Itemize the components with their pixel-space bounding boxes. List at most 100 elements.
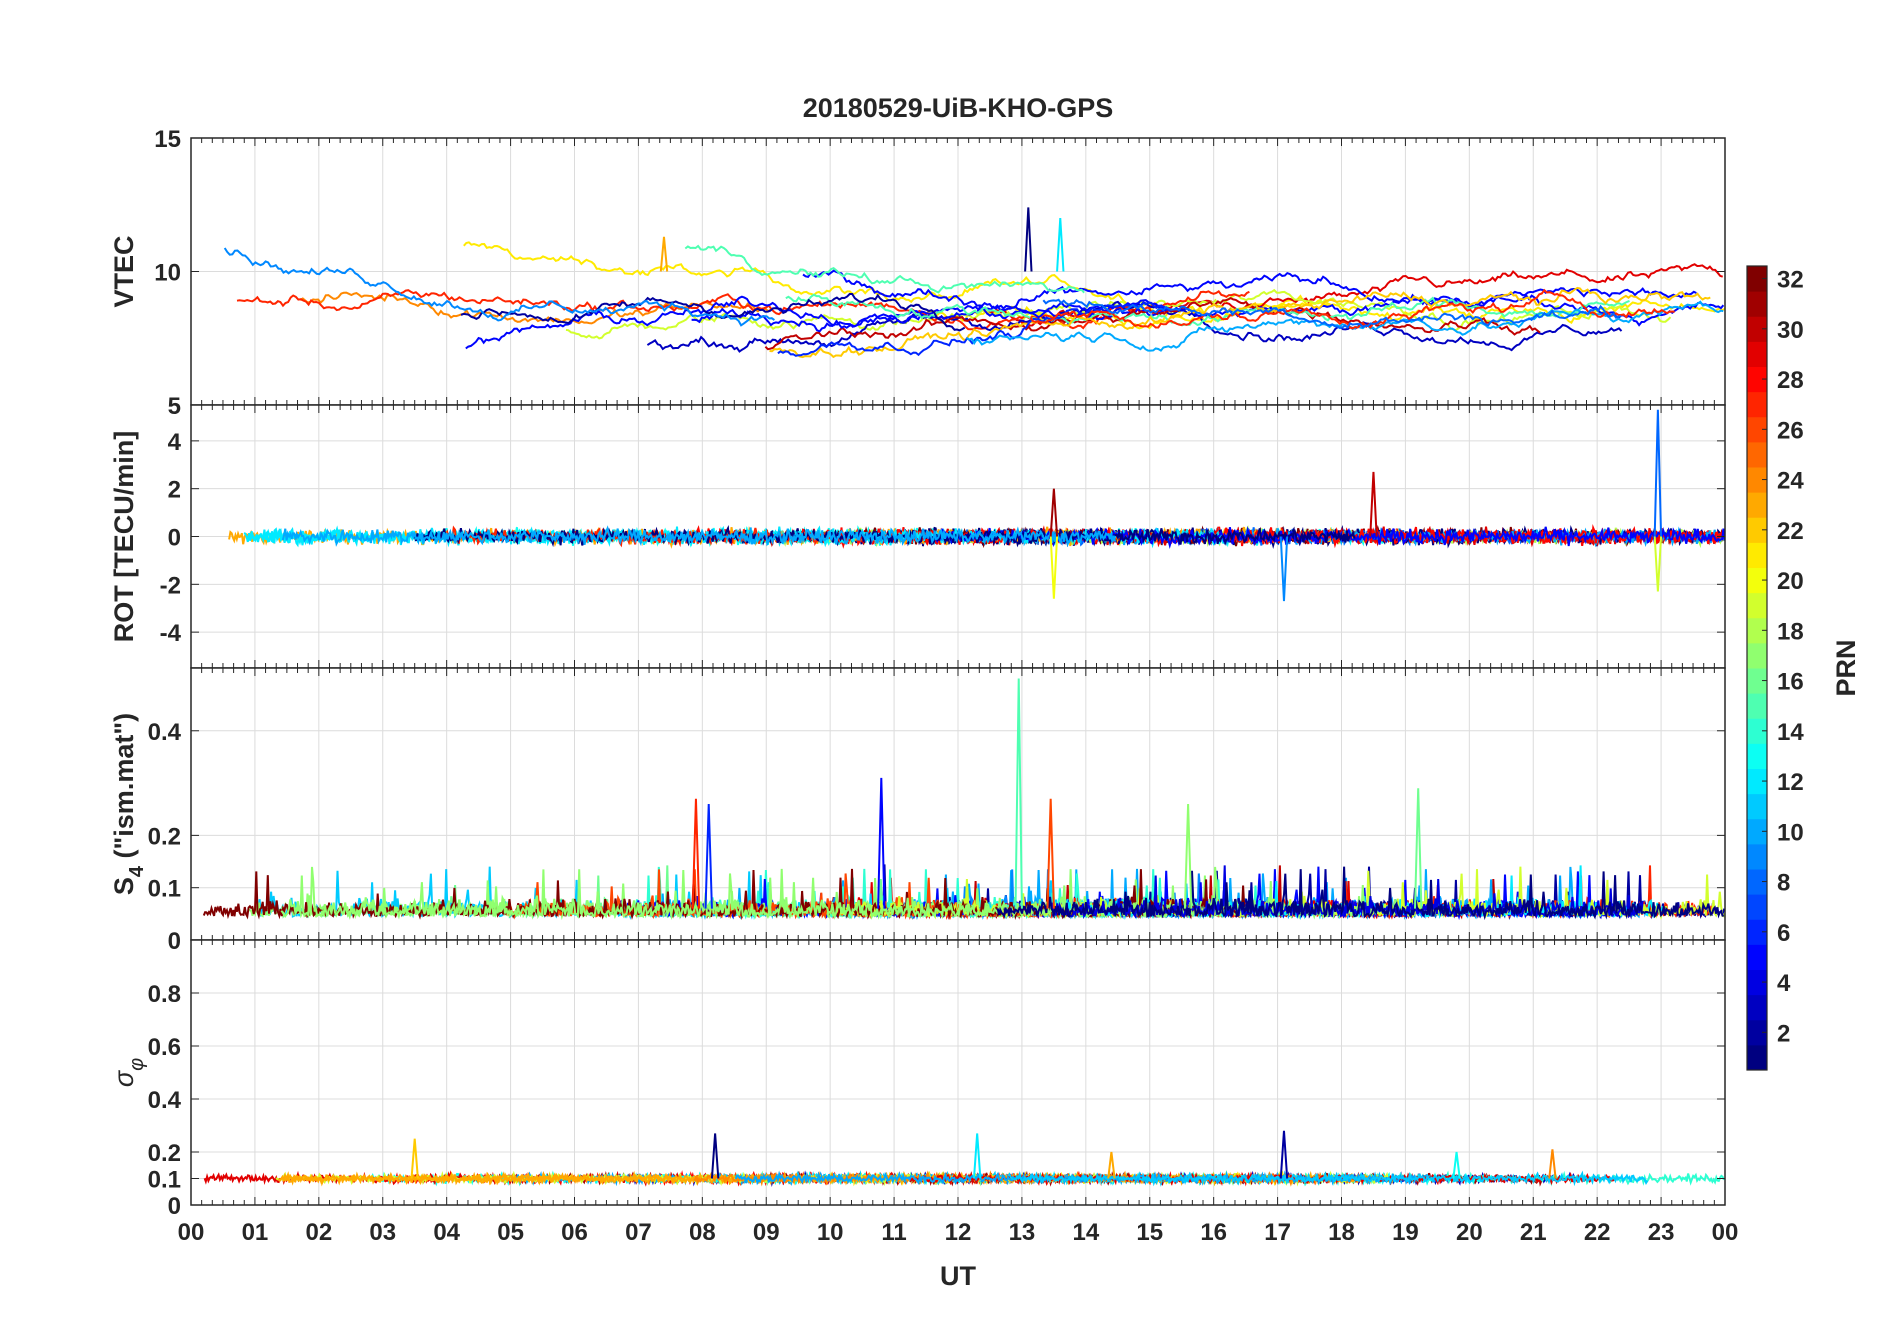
x-tick-label: 09	[753, 1219, 780, 1246]
colorbar-segment	[1747, 266, 1767, 292]
colorbar-segment	[1747, 994, 1767, 1021]
x-tick-label: 20	[1456, 1219, 1483, 1246]
colorbar-segment	[1747, 517, 1767, 543]
spike-mark	[659, 236, 669, 272]
colorbar-segment	[1747, 718, 1767, 744]
x-tick-label: 05	[497, 1219, 524, 1246]
colorbar-segment	[1747, 341, 1767, 367]
spike-mark	[704, 803, 713, 909]
x-tick-label: 16	[1200, 1219, 1227, 1246]
spike-mark	[1046, 798, 1055, 909]
colorbar-tick-label: 18	[1777, 618, 1804, 645]
x-tick-label: 19	[1392, 1219, 1419, 1246]
spike-mark	[1369, 471, 1378, 537]
y-tick-label: 0.1	[148, 1167, 181, 1194]
colorbar-segment	[1747, 894, 1767, 920]
y-axis-label: S4 ("ism.mat")	[109, 713, 148, 895]
x-tick-label: 18	[1328, 1219, 1355, 1246]
spike-mark	[710, 1133, 720, 1179]
colorbar-segment	[1747, 467, 1767, 493]
trace-prn-6	[777, 301, 1173, 357]
trace-prn-2	[460, 293, 966, 332]
spike-mark	[877, 777, 886, 909]
spike-mark	[1049, 536, 1059, 599]
colorbar-tick-label: 6	[1777, 920, 1790, 947]
colorbar-segment	[1747, 567, 1767, 594]
x-tick-label: 01	[242, 1219, 269, 1246]
colorbar-segment	[1747, 316, 1767, 342]
trace-prn-22	[769, 286, 1711, 359]
y-tick-label: 0	[168, 1193, 181, 1220]
data-traces	[228, 524, 1725, 550]
x-tick-labels: 00 01 02 03 04 05 06 07 08 09 10 11 12 13 14 15 16 17 18 19…	[178, 1219, 1739, 1246]
spike-mark	[410, 1138, 419, 1179]
spike-mark	[1548, 1149, 1557, 1179]
x-minor-ticks	[190, 940, 1726, 1205]
x-tick-label: 13	[1009, 1219, 1036, 1246]
x-tick-label: 17	[1264, 1219, 1291, 1246]
y-tick-label: 0	[168, 525, 181, 552]
colorbar-tick-label: 30	[1777, 317, 1804, 344]
colorbar-segment	[1747, 693, 1767, 719]
colorbar-segment	[1747, 743, 1767, 769]
spike-mark	[1653, 409, 1663, 537]
trace-prn-15	[785, 293, 1630, 327]
x-tick-label: 00	[178, 1219, 205, 1246]
colorbar-tick-label: 22	[1777, 518, 1804, 545]
x-minor-ticks	[190, 668, 1726, 940]
y-tick-label: 15	[154, 126, 181, 153]
vtec-panel: 5 10 15 VTEC	[109, 126, 1726, 420]
spike-mark	[1014, 678, 1023, 909]
y-tick-label: 0.4	[148, 719, 182, 746]
trace-prn-23	[277, 1170, 870, 1187]
colorbar-segment	[1747, 1019, 1767, 1046]
colorbar-tick-label: 4	[1777, 970, 1791, 997]
colorbar-segment	[1747, 391, 1767, 418]
colorbar-tick-label: 12	[1777, 769, 1804, 796]
s4-panel: 0.4 0.2 0.1 0 S4 ("ism.mat")	[109, 667, 1726, 955]
trace-prn-9	[223, 247, 775, 327]
data-traces	[203, 1169, 1725, 1187]
y-tick-label: 0	[168, 928, 181, 955]
spike-mark	[1414, 788, 1423, 909]
trace-prn-1	[996, 866, 1725, 921]
y-axis-label: VTEC	[109, 235, 139, 307]
spike-mark	[1279, 536, 1289, 602]
colorbar-segment	[1747, 944, 1767, 970]
rot-panel: 4 2 0 -2 -4 ROT [TECU/min]	[109, 404, 1726, 669]
colorbar-tick-label: 24	[1777, 468, 1804, 495]
colorbar-segment	[1747, 869, 1767, 895]
colorbar-segment	[1747, 1044, 1767, 1071]
colorbar-segment	[1747, 416, 1767, 443]
y-tick-label: 0.6	[148, 1034, 181, 1061]
colorbar-segment	[1747, 919, 1767, 945]
colorbar-tick-label: 28	[1777, 367, 1804, 394]
spike-mark	[1183, 803, 1193, 909]
colorbar-tick-label: 8	[1777, 870, 1790, 897]
colorbar-tick-label: 26	[1777, 417, 1804, 444]
colorbar-segment	[1747, 818, 1767, 845]
trace-prn-10	[281, 525, 1116, 548]
colorbar-tick-label: 2	[1777, 1020, 1790, 1047]
x-tick-label: 04	[433, 1219, 460, 1246]
colorbar-segment	[1747, 617, 1767, 644]
x-tick-label: 23	[1648, 1219, 1675, 1246]
colorbar-tick-label: 20	[1777, 568, 1804, 595]
colorbar-tick-label: 32	[1777, 267, 1804, 294]
x-tick-label: 02	[305, 1219, 332, 1246]
colorbar-segment	[1747, 843, 1767, 870]
colorbar-tick-label: 16	[1777, 669, 1804, 696]
colorbar-segment	[1747, 793, 1767, 820]
trace-prn-15	[684, 244, 1085, 294]
y-tick-label: 4	[168, 429, 182, 456]
spike-mark	[1107, 1151, 1116, 1179]
colorbar-frame	[1746, 265, 1768, 1071]
colorbar-segment	[1747, 668, 1767, 694]
colorbar-segment	[1747, 492, 1767, 518]
y-tick-label: 0.2	[148, 823, 181, 850]
spike-mark	[1653, 536, 1663, 592]
y-tick-label: 0.8	[148, 981, 181, 1008]
colorbar-segment	[1747, 969, 1767, 996]
colorbar-segment	[1747, 441, 1767, 468]
